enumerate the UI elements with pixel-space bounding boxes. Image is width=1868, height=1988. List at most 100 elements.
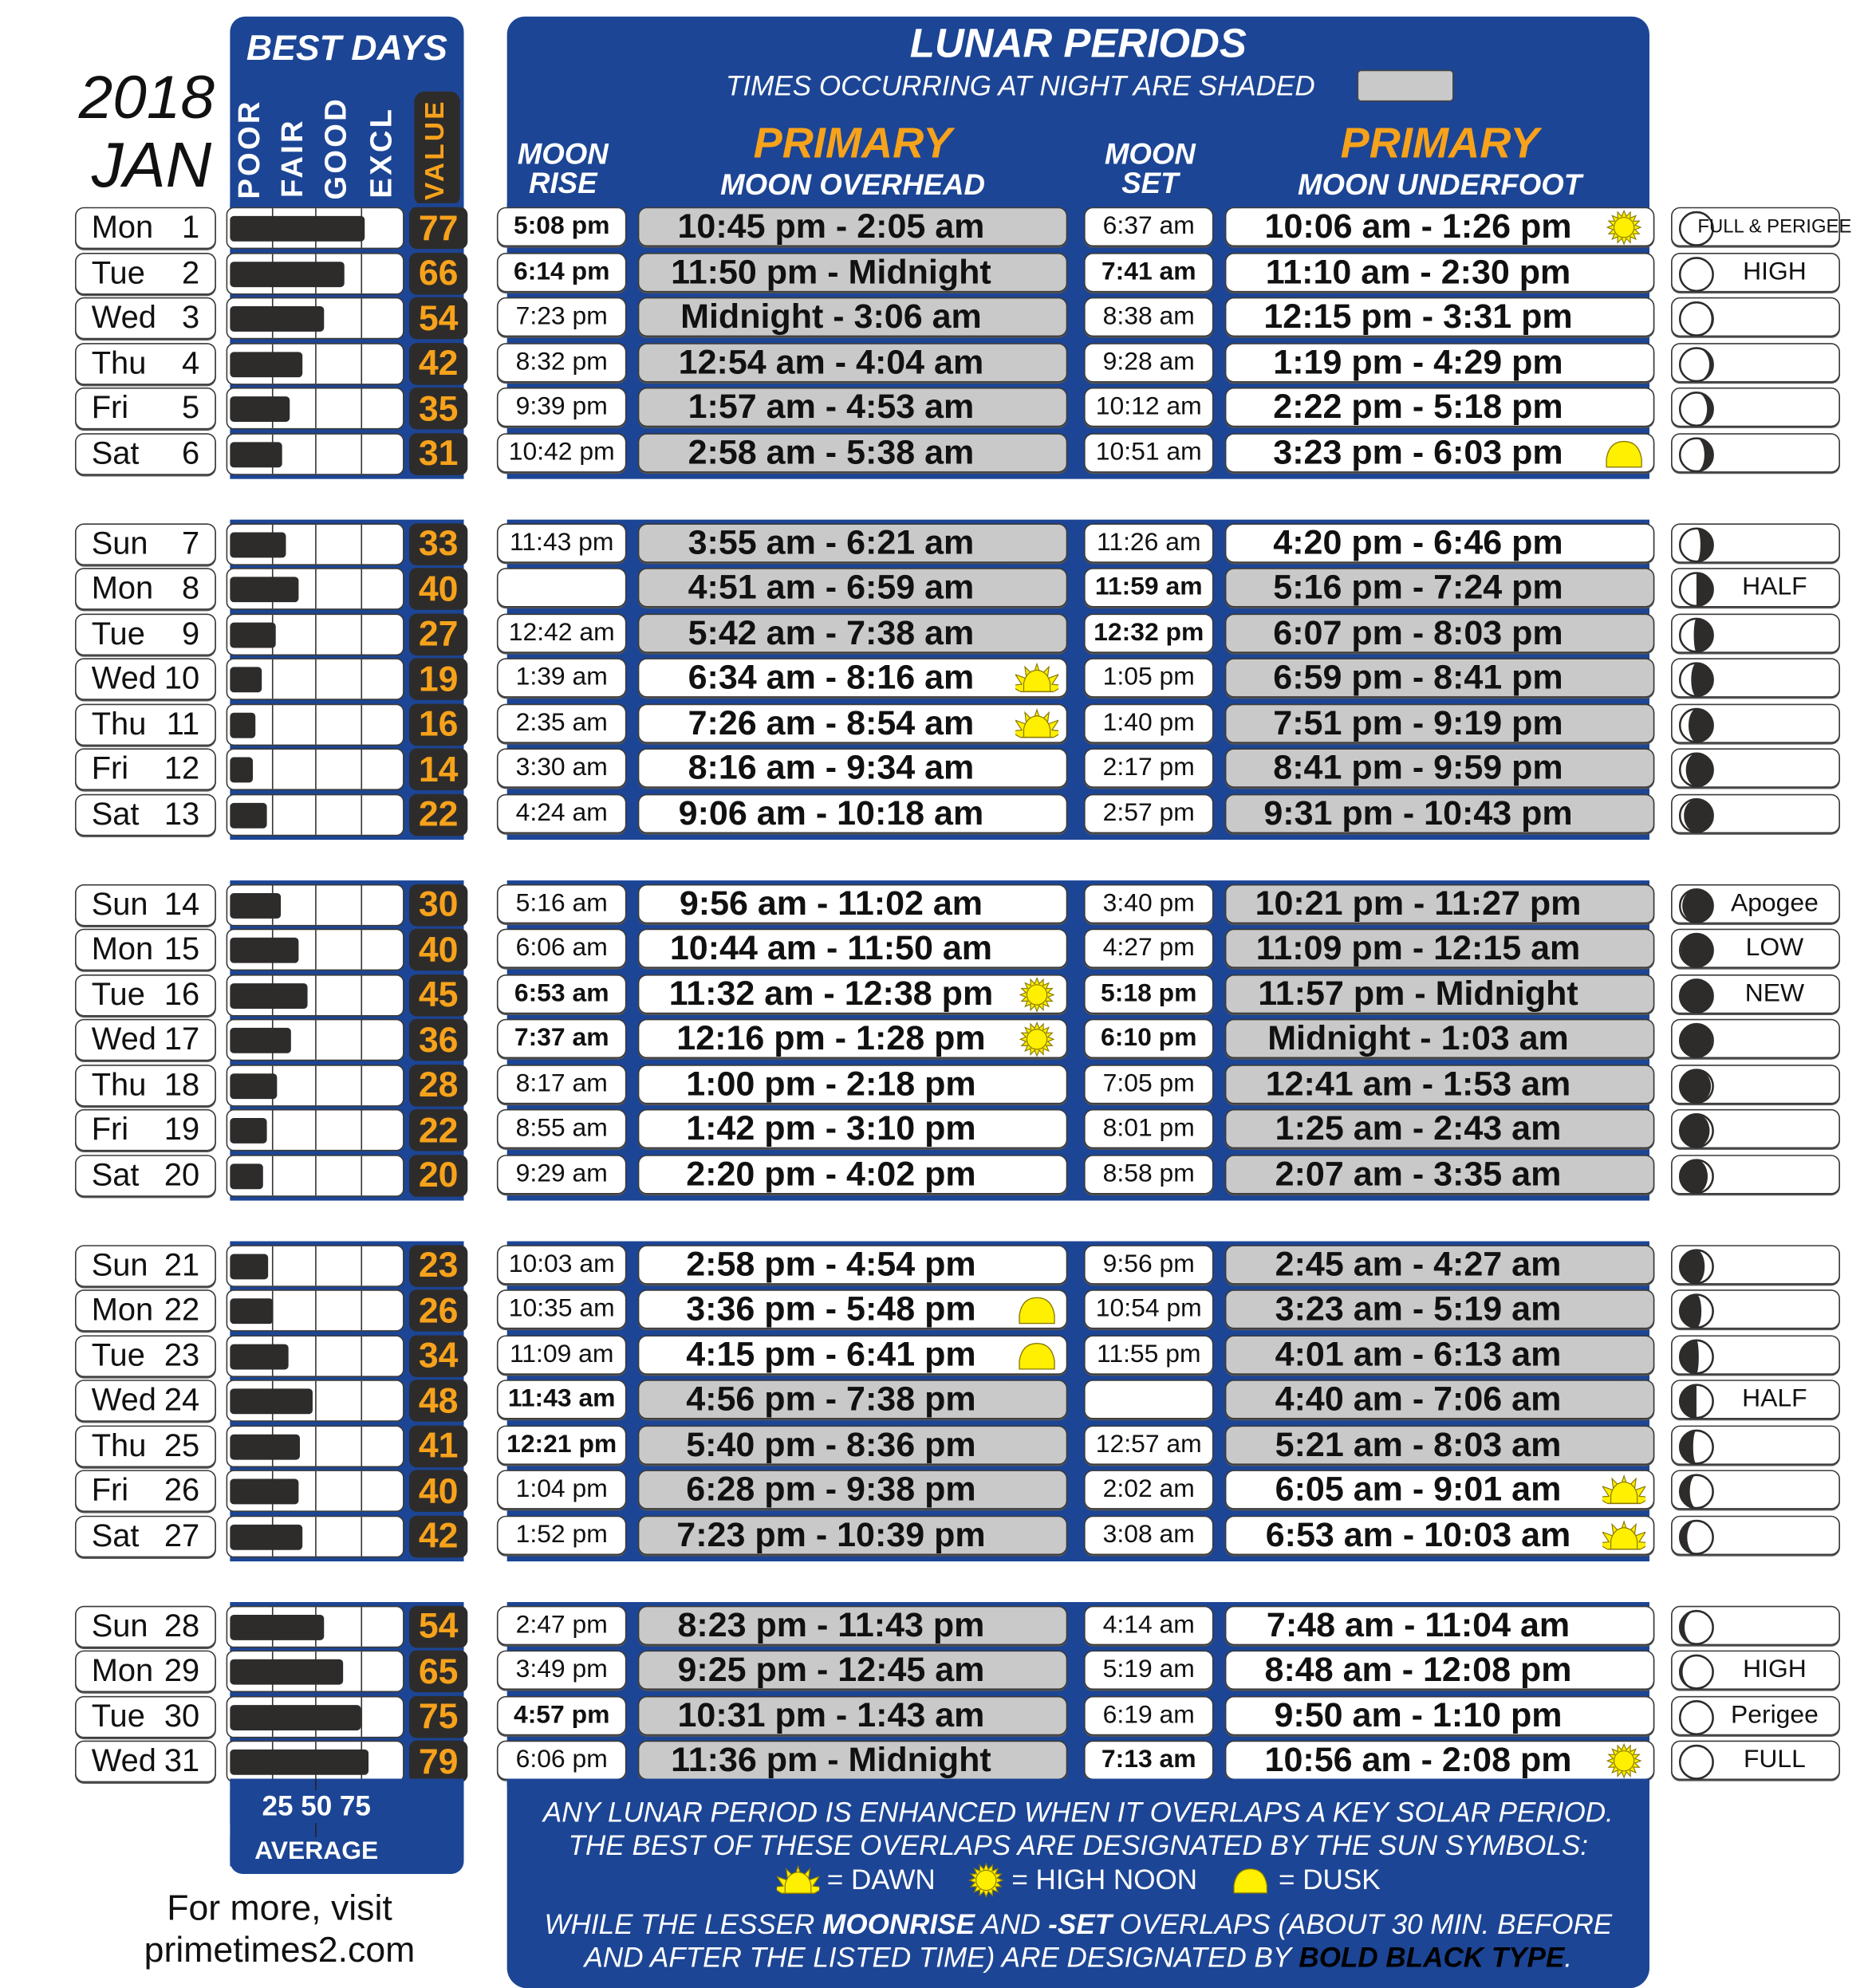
moon-rise-time: 12:42 am bbox=[496, 612, 627, 653]
moon-underfoot-period: 3:23 am - 5:19 am bbox=[1224, 1289, 1655, 1329]
noon-sun-icon bbox=[1602, 1742, 1645, 1779]
day-label: Tue 16 bbox=[74, 974, 216, 1016]
rating-bar bbox=[226, 793, 404, 836]
period-text: 4:56 pm - 7:38 pm bbox=[686, 1380, 976, 1419]
day-label: Fri 12 bbox=[74, 748, 216, 790]
period-text: 11:09 pm - 12:15 am bbox=[1255, 928, 1581, 967]
moon-overhead-period: 1:00 pm - 2:18 pm bbox=[637, 1064, 1068, 1104]
moon-phase-cell bbox=[1671, 1470, 1840, 1510]
period-text: 5:42 am - 7:38 am bbox=[688, 612, 975, 652]
day-of-week: Fri bbox=[91, 1112, 129, 1148]
moon-set-time: 2:57 pm bbox=[1083, 793, 1214, 833]
moon-set-time: 12:32 pm bbox=[1083, 612, 1214, 653]
period-text: 4:40 am - 7:06 am bbox=[1275, 1380, 1562, 1419]
moon-rise-time: 6:06 pm bbox=[496, 1740, 627, 1781]
period-text: 6:05 am - 9:01 am bbox=[1275, 1470, 1562, 1509]
day-of-week: Sat bbox=[91, 1156, 140, 1193]
day-of-week: Tue bbox=[91, 254, 145, 291]
gridline bbox=[361, 1290, 363, 1331]
moon-phase-icon bbox=[1677, 210, 1716, 248]
moon-phase-label bbox=[1716, 1516, 1834, 1553]
lunar-subtitle: TIMES OCCURRING AT NIGHT ARE SHADED bbox=[725, 69, 1315, 102]
moon-phase-icon bbox=[1677, 931, 1716, 970]
gridline bbox=[315, 659, 317, 699]
dusk-sun-icon bbox=[1602, 435, 1645, 471]
gridline bbox=[361, 659, 363, 699]
day-row: Sat 20 20 9:29 am 2:20 pm - 4:02 pm 8:58 … bbox=[0, 1154, 1868, 1197]
rating-bar-fill bbox=[230, 711, 256, 738]
col-header-overhead-primary: PRIMARY bbox=[753, 119, 952, 168]
dusk-sun-icon bbox=[1015, 1337, 1058, 1373]
period-text: 4:01 am - 6:13 am bbox=[1275, 1334, 1562, 1373]
rating-value: 19 bbox=[409, 658, 468, 700]
night-shade-swatch bbox=[1357, 69, 1454, 102]
moon-underfoot-period: 5:21 am - 8:03 am bbox=[1224, 1424, 1655, 1465]
rating-value: 14 bbox=[409, 748, 468, 790]
rating-bar-fill bbox=[230, 1027, 292, 1053]
moon-rise-time: 11:09 am bbox=[496, 1334, 627, 1375]
moon-set-time: 5:18 pm bbox=[1083, 974, 1214, 1014]
day-number: 23 bbox=[164, 1336, 200, 1373]
day-row: Tue 2 66 6:14 pm 11:50 pm - Midnight 7:41… bbox=[0, 252, 1868, 295]
moon-underfoot-period: 7:51 pm - 9:19 pm bbox=[1224, 703, 1655, 743]
moon-phase-cell bbox=[1671, 1154, 1840, 1194]
gridline bbox=[361, 1516, 363, 1556]
day-number: 4 bbox=[181, 344, 200, 381]
gridline bbox=[315, 343, 317, 384]
rating-bar bbox=[226, 1424, 404, 1467]
moon-rise-time: 1:52 pm bbox=[496, 1514, 627, 1555]
moon-phase-icon bbox=[1677, 796, 1716, 834]
moon-set-time: 6:37 am bbox=[1083, 207, 1214, 247]
moon-phase-cell: HIGH bbox=[1671, 252, 1840, 292]
day-of-week: Wed bbox=[91, 660, 156, 697]
day-label: Wed 17 bbox=[74, 1018, 216, 1061]
moon-set-time: 10:51 am bbox=[1083, 432, 1214, 472]
moon-phase-label: NEW bbox=[1744, 978, 1805, 1007]
moon-phase-cell: HALF bbox=[1671, 568, 1840, 608]
gridline bbox=[271, 749, 274, 789]
col-header-moon-rise: MOON RISE bbox=[502, 139, 624, 198]
day-row: Tue 9 27 12:42 am 5:42 am - 7:38 am 12:32… bbox=[0, 612, 1868, 656]
col-header-line: MOON bbox=[1104, 137, 1196, 171]
gridline bbox=[361, 974, 363, 1015]
moon-overhead-period: 10:31 pm - 1:43 am bbox=[637, 1695, 1068, 1735]
gridline bbox=[361, 704, 363, 744]
col-header-overhead: MOON OVERHEAD bbox=[720, 167, 985, 201]
day-number: 1 bbox=[181, 209, 200, 246]
rating-bar-fill bbox=[230, 531, 286, 557]
moon-overhead-period: 10:45 pm - 2:05 am bbox=[637, 207, 1068, 247]
rating-bar-fill bbox=[230, 396, 290, 422]
moon-overhead-period: Midnight - 3:06 am bbox=[637, 297, 1068, 337]
day-of-week: Mon bbox=[91, 1292, 154, 1328]
gridline bbox=[361, 1651, 363, 1691]
day-of-week: Wed bbox=[91, 1021, 156, 1057]
gridline bbox=[271, 1246, 274, 1285]
legend-text: WHILE THE LESSER bbox=[544, 1907, 823, 1940]
rating-bar-fill bbox=[230, 1704, 361, 1730]
rating-value: 23 bbox=[409, 1244, 468, 1287]
day-number: 31 bbox=[164, 1742, 200, 1779]
moon-phase-label bbox=[1716, 1246, 1834, 1282]
moon-overhead-period: 1:42 pm - 3:10 pm bbox=[637, 1108, 1068, 1149]
period-text: 9:56 am - 11:02 am bbox=[679, 884, 983, 922]
day-label: Wed 10 bbox=[74, 658, 216, 700]
rating-bar bbox=[226, 612, 404, 655]
promo-website-link[interactable]: primetimes2.com bbox=[144, 1930, 416, 1970]
moon-phase-icon bbox=[1677, 1653, 1716, 1691]
rating-value: 79 bbox=[409, 1740, 468, 1783]
rating-bar-fill bbox=[230, 982, 308, 1009]
moon-phase-icon bbox=[1677, 1292, 1716, 1330]
moon-overhead-period: 2:20 pm - 4:02 pm bbox=[637, 1154, 1068, 1194]
rating-bar bbox=[226, 1244, 404, 1287]
day-row: Wed 3 54 7:23 pm Midnight - 3:06 am 8:38 … bbox=[0, 297, 1868, 341]
dusk-sun-icon bbox=[1230, 1865, 1271, 1895]
moon-rise-time: 9:39 pm bbox=[496, 387, 627, 427]
rating-value: 54 bbox=[409, 297, 468, 340]
day-row: Thu 11 16 2:35 am 7:26 am - 8:54 am 1:40 … bbox=[0, 703, 1868, 746]
gridline bbox=[361, 434, 363, 474]
period-text: 11:57 pm - Midnight bbox=[1258, 974, 1578, 1012]
period-text: 2:45 am - 4:27 am bbox=[1275, 1244, 1562, 1283]
rating-bar bbox=[226, 568, 404, 610]
rating-bar-fill bbox=[230, 1749, 368, 1775]
